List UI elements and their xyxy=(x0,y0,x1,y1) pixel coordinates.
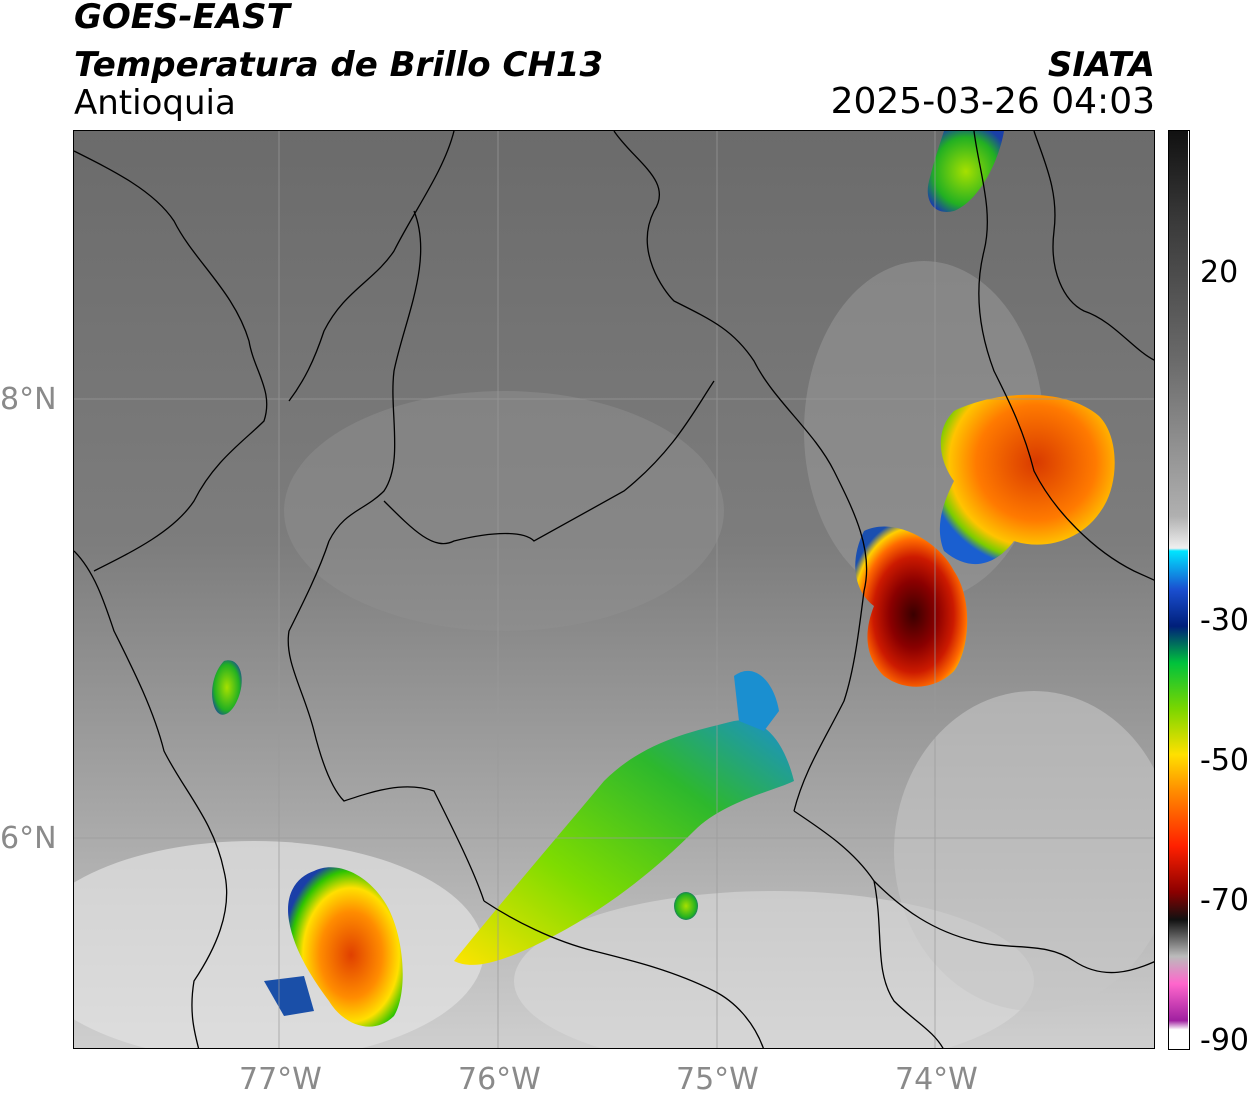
brand-label: SIATA xyxy=(1047,45,1155,85)
cbar-tick-minus70: -70 xyxy=(1200,883,1249,918)
lon-tick-77w: 77°W xyxy=(239,1062,322,1097)
lon-tick-76w: 76°W xyxy=(458,1062,541,1097)
product-title: Temperatura de Brillo CH13 xyxy=(74,45,604,85)
lat-tick-6n: 6°N xyxy=(0,821,57,856)
lon-tick-75w: 75°W xyxy=(676,1062,759,1097)
cbar-tick-minus30: -30 xyxy=(1200,603,1249,638)
region-label: Antioquia xyxy=(74,83,236,123)
cbar-tick-minus90: -90 xyxy=(1200,1023,1249,1058)
lon-tick-74w: 74°W xyxy=(895,1062,978,1097)
cbar-tick-20: 20 xyxy=(1200,255,1239,290)
satellite-map xyxy=(73,130,1155,1049)
satellite-title: GOES-EAST xyxy=(74,0,290,37)
lat-tick-8n: 8°N xyxy=(0,382,57,417)
timestamp-label: 2025-03-26 04:03 xyxy=(830,81,1155,122)
colorbar xyxy=(1168,130,1190,1050)
cbar-tick-minus50: -50 xyxy=(1200,743,1249,778)
